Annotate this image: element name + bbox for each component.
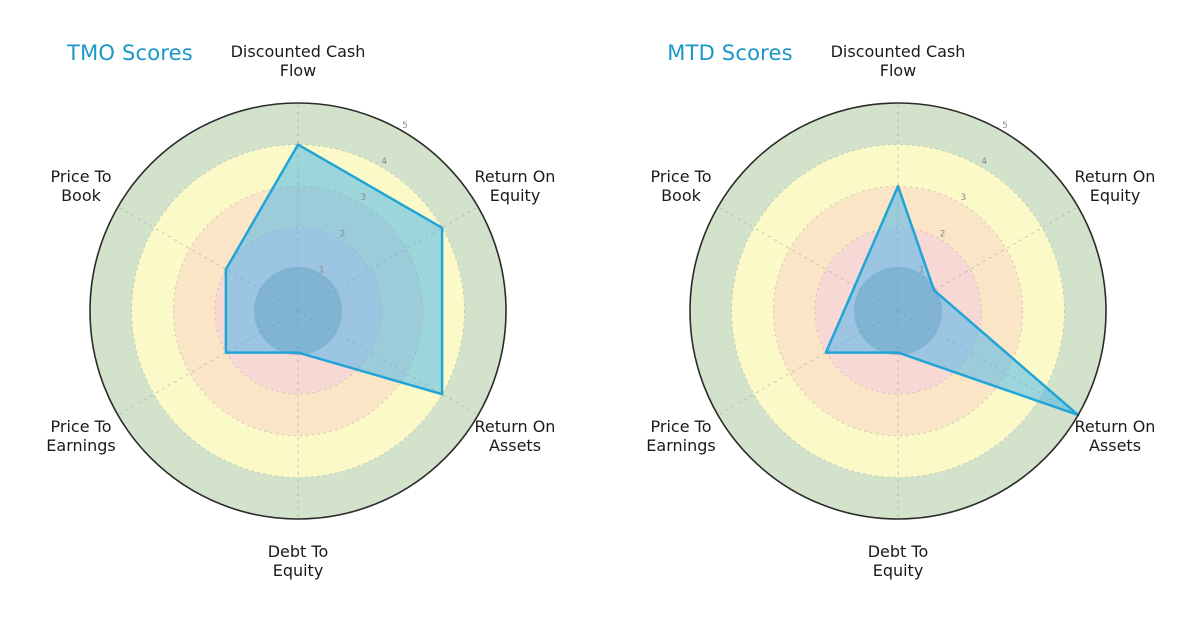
r-tick-label-4: 4: [381, 157, 387, 167]
radar-plot-tmo: 1 2 3 4 5: [89, 102, 507, 520]
r-tick-label-2: 2: [940, 229, 946, 239]
r-tick-label-2: 2: [340, 229, 346, 239]
axis-label-discounted-cash-flow: Discounted Cash Flow: [830, 42, 966, 80]
r-tick-label-1: 1: [919, 265, 925, 275]
axis-label-price-to-book: Price To Book: [650, 167, 712, 205]
radar-plot-mtd: 1 2 3 4 5: [689, 102, 1107, 520]
r-tick-label-1: 1: [319, 265, 325, 275]
r-tick-label-3: 3: [361, 193, 367, 203]
axis-label-price-to-earnings: Price To Earnings: [46, 417, 116, 455]
axis-label-debt-to-equity: Debt To Equity: [867, 542, 929, 580]
axis-label-price-to-earnings: Price To Earnings: [646, 417, 716, 455]
axis-label-return-on-equity: Return On Equity: [1074, 167, 1156, 205]
axis-label-return-on-assets: Return On Assets: [1074, 417, 1156, 455]
grid-circle-3: [772, 185, 1024, 437]
score-polygon-mtd-scores: [824, 184, 1080, 417]
outer-circle-tmo-scores: [89, 102, 507, 520]
axis-label-return-on-assets: Return On Assets: [474, 417, 556, 455]
axis-label-price-to-book: Price To Book: [50, 167, 112, 205]
grid-circle-4: [731, 144, 1065, 478]
grid-circle-4: [131, 144, 465, 478]
outer-circle-mtd-scores: [689, 102, 1107, 520]
chart-title-tmo: TMO Scores: [67, 41, 193, 65]
radar-chart-mtd: 1 2 3 4 5 MTD Scores Discounted Cash Flow Ret…: [600, 0, 1200, 625]
axis-label-return-on-equity: Return On Equity: [474, 167, 556, 205]
r-tick-label-5: 5: [1002, 121, 1008, 131]
r-tick-label-3: 3: [961, 193, 967, 203]
score-polygon-tmo-scores: [224, 143, 444, 396]
axis-label-discounted-cash-flow: Discounted Cash Flow: [230, 42, 366, 80]
chart-title-mtd: MTD Scores: [667, 41, 793, 65]
r-tick-label-5: 5: [402, 121, 408, 131]
axis-label-debt-to-equity: Debt To Equity: [267, 542, 329, 580]
radar-chart-tmo: 1 2 3 4 5 TMO Scores Discounted Cash Flow Ret…: [46, 41, 555, 580]
r-tick-label-4: 4: [981, 157, 987, 167]
